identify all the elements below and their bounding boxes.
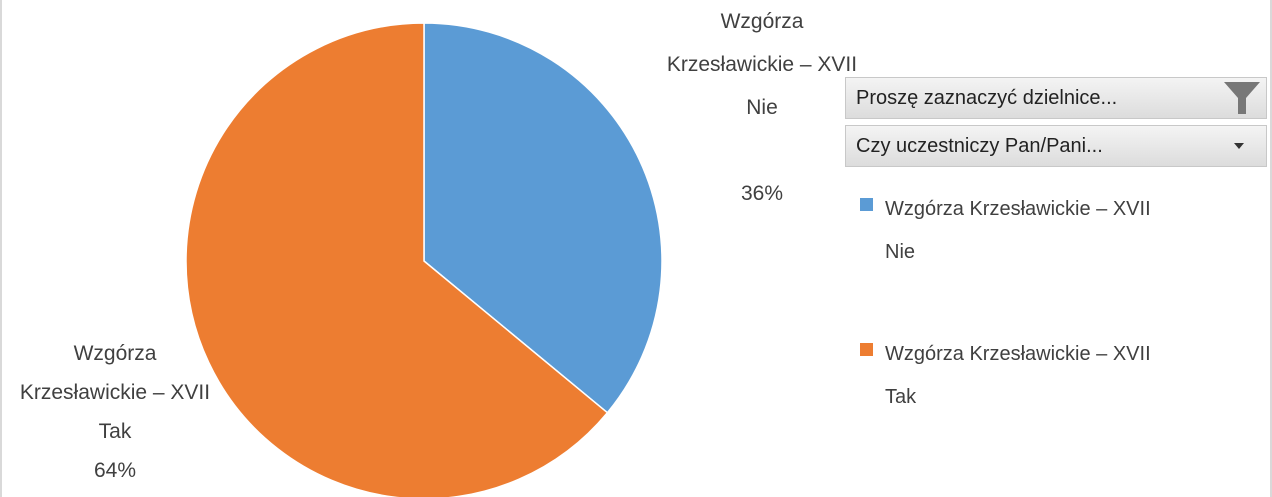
legend-swatch bbox=[860, 198, 873, 211]
filter-button[interactable]: Czy uczestniczy Pan/Pani... bbox=[845, 125, 1267, 167]
pie-slice bbox=[423, 22, 663, 414]
pie-slice bbox=[185, 22, 609, 497]
data-label-category: Wzgórza Krzesławickie – XVII Tak bbox=[19, 342, 211, 443]
legend-label: Wzgórza Krzesławickie – XVII Nie bbox=[885, 198, 1151, 263]
filter-label: Czy uczestniczy Pan/Pani... bbox=[856, 135, 1103, 157]
data-label-value: 64% bbox=[93, 459, 137, 482]
data-label-value: 36% bbox=[740, 182, 784, 205]
filter-icon bbox=[1224, 82, 1260, 114]
legend-label: Wzgórza Krzesławickie – XVII Tak bbox=[885, 343, 1151, 408]
data-label: Wzgórza Krzesławickie – XVII Tak 64% bbox=[10, 334, 220, 490]
dropdown-arrow bbox=[1234, 143, 1244, 149]
legend-swatch bbox=[860, 343, 873, 356]
data-label: Wzgórza Krzesławickie – XVII Nie 36% bbox=[662, 0, 862, 215]
filter-label: Proszę zaznaczyć dzielnice... bbox=[856, 87, 1118, 109]
filter-button[interactable]: Proszę zaznaczyć dzielnice... bbox=[845, 77, 1267, 119]
data-label-category: Wzgórza Krzesławickie – XVII Nie bbox=[666, 10, 858, 119]
